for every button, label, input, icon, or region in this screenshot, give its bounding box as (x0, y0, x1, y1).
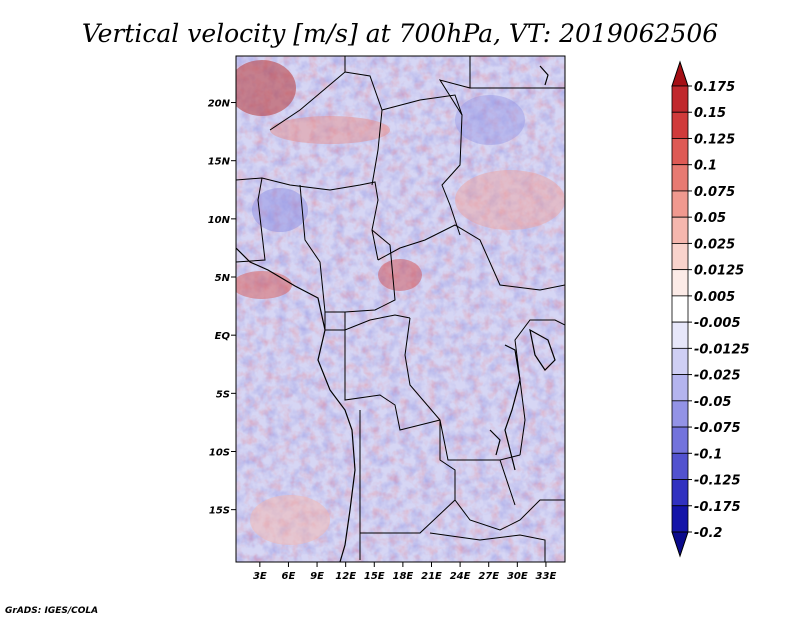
colorbar-label: 0.0125 (694, 264, 744, 279)
lon-tick-label: 15E (364, 571, 385, 582)
colorbar-max-triangle (671, 60, 689, 87)
ascent-area-central (378, 259, 422, 291)
colorbar-swatch (671, 347, 689, 375)
ascent-area-east (455, 170, 565, 230)
colorbar-label: -0.175 (694, 500, 741, 515)
colorbar-label: 0.005 (694, 290, 735, 305)
lon-tick-label: 21E (421, 571, 442, 582)
lon-tick-label: 24E (450, 571, 471, 582)
strong-ascent-area (236, 60, 296, 116)
colorbar-label: -0.025 (694, 369, 741, 384)
lon-tick-label: 6E (282, 571, 296, 582)
colorbar-swatch (671, 164, 689, 192)
colorbar-label: 0.125 (694, 132, 735, 147)
lon-tick-label: 33E (536, 571, 557, 582)
colorbar-label: 0.175 (694, 80, 735, 95)
colorbar-swatch (671, 243, 689, 271)
velocity-field (236, 56, 565, 562)
colorbar-swatch (671, 295, 689, 323)
lon-tick-label: 18E (393, 571, 414, 582)
colorbar-label: 0.05 (694, 211, 726, 226)
lon-tick-label: 30E (507, 571, 528, 582)
lat-tick-label: 5S (216, 389, 230, 400)
colorbar-label: -0.1 (694, 447, 722, 462)
lat-tick-label: 5N (215, 273, 231, 284)
longitude-axis: 3E 6E 9E 12E 15E 18E 21E 24E 27E 30E 33E (253, 562, 557, 582)
map-frame (235, 55, 566, 563)
lon-tick-label: 27E (478, 571, 499, 582)
lon-tick-label: 9E (310, 571, 324, 582)
colorbar-swatch (671, 426, 689, 454)
colorbar-swatch (671, 321, 689, 349)
colorbar-swatch (671, 505, 689, 533)
colorbar-swatch (671, 111, 689, 139)
colorbar-swatch (671, 85, 689, 113)
lat-tick-label: 20N (208, 99, 231, 110)
colorbar-swatch (671, 216, 689, 244)
colorbar-label: -0.125 (694, 474, 741, 489)
ascent-band (270, 116, 390, 144)
colorbar-swatch (671, 479, 689, 507)
colorbar-label: 0.025 (694, 237, 735, 252)
colorbar-label: 0.1 (694, 159, 717, 174)
colorbar-swatch (671, 452, 689, 480)
colorbar-label: -0.0125 (694, 342, 750, 357)
lon-tick-label: 12E (335, 571, 356, 582)
descent-area-west (252, 188, 308, 232)
colorbar-label: 0.15 (694, 106, 726, 121)
colorbar-min-triangle (671, 531, 689, 558)
colorbar-swatch (671, 138, 689, 166)
lat-tick-label: EQ (215, 331, 231, 342)
ascent-area-coast (236, 271, 292, 299)
credit-label: GrADS: IGES/COLA (5, 606, 98, 616)
ascent-area-south (250, 495, 330, 545)
colorbar: 0.175 0.15 0.125 0.1 0.075 0.05 0.025 0.0125 0.0… (671, 60, 750, 558)
lat-tick-label: 10S (209, 447, 230, 458)
colorbar-swatch (671, 400, 689, 428)
descent-area-north (455, 95, 525, 145)
lon-tick-label: 3E (253, 571, 267, 582)
latitude-axis: 20N 15N 10N 5N EQ 5S 10S 15S (208, 99, 236, 517)
map-panel (236, 56, 565, 562)
colorbar-label: -0.005 (694, 316, 741, 331)
colorbar-swatch (671, 374, 689, 402)
colorbar-swatch (671, 269, 689, 297)
coastline (236, 65, 556, 562)
chart-title: Vertical velocity [m/s] at 700hPa, VT: 2… (82, 19, 718, 48)
colorbar-label: -0.2 (694, 526, 722, 541)
lat-tick-label: 15N (208, 157, 231, 168)
colorbar-label: 0.075 (694, 185, 735, 200)
lat-tick-label: 10N (208, 215, 231, 226)
colorbar-swatch (671, 190, 689, 218)
colorbar-label: -0.05 (694, 395, 731, 410)
country-borders (236, 56, 565, 562)
colorbar-label: -0.075 (694, 421, 741, 436)
lat-tick-label: 15S (209, 506, 230, 517)
